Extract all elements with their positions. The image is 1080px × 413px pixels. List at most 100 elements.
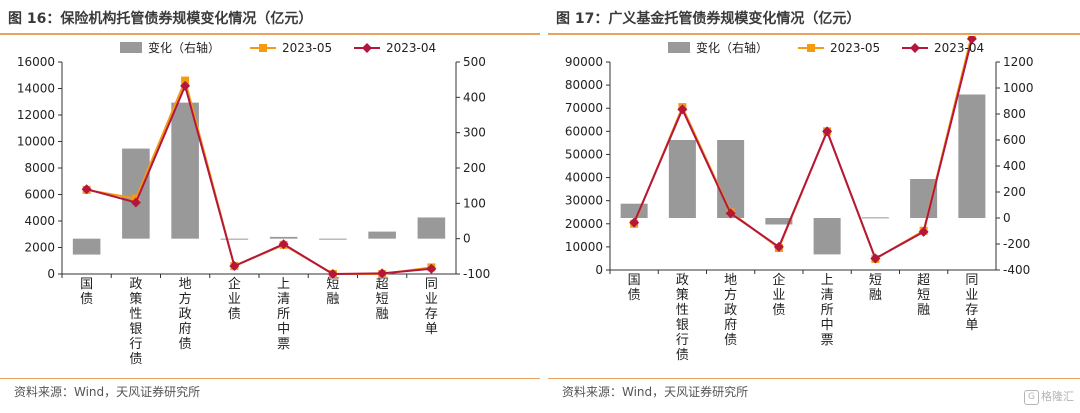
x-category-label: 政策性银行债 (676, 273, 689, 363)
legend-label: 2023-04 (386, 41, 436, 55)
x-category-label: 同业存单 (425, 277, 438, 337)
bar-change (668, 140, 696, 218)
x-category-label: 超短融 (376, 277, 389, 322)
right-tick-label: 600 (1003, 133, 1026, 147)
series-2023-05-marker (181, 76, 190, 85)
bar-change (269, 236, 298, 239)
x-category-label: 短融 (869, 273, 882, 303)
left-tick-label: 4000 (24, 214, 55, 228)
title-rule (0, 33, 540, 35)
right-tick-label: 300 (463, 126, 486, 140)
x-category-label: 上清所中票 (277, 277, 290, 352)
series-2023-04-marker (426, 263, 437, 274)
right-tick-label: 1000 (1003, 81, 1034, 95)
title-rule (548, 33, 1080, 35)
series-2023-04-marker (677, 104, 688, 115)
chart-panel-right: 图 17：广义基金托管债券规模变化情况（亿元） 0 10000 20000 30000… (548, 0, 1080, 413)
x-category-label: 短融 (326, 277, 339, 307)
series-2023-04-marker (966, 36, 977, 44)
left-tick-label: 20000 (565, 217, 603, 231)
series-2023-04-marker (229, 261, 240, 272)
left-tick-label: 30000 (565, 194, 603, 208)
left-tick-label: 80000 (565, 78, 603, 92)
chart-title: 图 16：保险机构托管债券规模变化情况（亿元） (8, 11, 313, 27)
bar-change (958, 94, 986, 218)
left-tick-label: 60000 (565, 124, 603, 138)
right-tick-label: 800 (1003, 107, 1026, 121)
bar-change (368, 231, 396, 239)
left-tick-label: 40000 (565, 171, 603, 185)
series-2023-04-marker (327, 269, 338, 279)
legend-bar-swatch (120, 42, 142, 53)
right-tick-label: 200 (463, 161, 486, 175)
series-2023-04-marker (130, 197, 141, 208)
series-2023-04-marker (81, 184, 92, 195)
watermark: G 格隆汇 (1024, 388, 1074, 405)
series-2023-04-marker (918, 226, 929, 237)
right-tick-label: 0 (1003, 211, 1011, 225)
source-note: 资料来源：Wind，天风证券研究所 (14, 385, 201, 399)
left-tick-label: 70000 (565, 101, 603, 115)
series-2023-04-line (86, 82, 432, 276)
series-2023-04-marker (822, 126, 833, 137)
bar-change (765, 218, 793, 225)
left-tick-label: 0 (47, 267, 55, 281)
legend-label: 变化（右轴） (696, 40, 768, 55)
legend-label: 2023-04 (934, 41, 984, 55)
left-tick-label: 8000 (24, 161, 55, 175)
legend-label: 变化（右轴） (148, 40, 220, 55)
series-2023-04-line (633, 38, 973, 260)
watermark-badge-icon: G (1024, 389, 1039, 405)
left-tick-label: 10000 (565, 240, 603, 254)
x-category-label: 上清所中票 (821, 273, 834, 348)
bar-change (171, 102, 199, 239)
bar-change (861, 217, 889, 219)
bar-change (72, 238, 101, 255)
right-tick-label: 0 (463, 232, 471, 246)
x-category-label: 政策性银行债 (129, 277, 142, 367)
legend-label: 2023-05 (830, 41, 880, 55)
right-tick-label: -200 (1003, 237, 1030, 251)
right-tick-label: 100 (463, 196, 486, 210)
series-2023-04-marker (773, 241, 784, 252)
bar-change (620, 203, 648, 218)
left-tick-label: 16000 (17, 55, 55, 69)
series-2023-04-marker (725, 208, 736, 219)
bar-change (717, 140, 745, 218)
left-tick-label: 2000 (24, 241, 55, 255)
right-tick-label: 400 (463, 90, 486, 104)
chart-panel-left: 图 16：保险机构托管债券规模变化情况（亿元） 0 2000 4000 6000 800… (0, 11, 540, 399)
series-2023-04-marker (629, 217, 640, 228)
right-tick-label: 1200 (1003, 55, 1034, 69)
x-category-label: 国债 (80, 277, 93, 307)
left-tick-label: 0 (595, 263, 603, 277)
bar-change (417, 217, 446, 239)
watermark-text: 格隆汇 (1041, 390, 1074, 403)
x-category-label: 同业存单 (965, 273, 978, 333)
left-tick-label: 90000 (565, 55, 603, 69)
left-tick-label: 10000 (17, 135, 55, 149)
x-category-label: 企业债 (228, 276, 241, 322)
legend-marker-swatch (910, 43, 920, 53)
legend-label: 2023-05 (282, 41, 332, 55)
chart-svg: 0200040006000800010000120001400016000-10… (17, 40, 490, 367)
source-note: 资料来源：Wind，天风证券研究所 (562, 385, 749, 399)
x-category-label: 企业债 (772, 272, 785, 318)
bar-change (122, 148, 150, 239)
chart-title: 图 17：广义基金托管债券规模变化情况（亿元） (556, 11, 861, 27)
series-2023-04-marker (870, 253, 881, 264)
x-category-label: 超短融 (917, 273, 930, 318)
right-tick-label: 200 (1003, 185, 1026, 199)
legend-marker-swatch (259, 44, 267, 52)
legend-marker-swatch (807, 44, 815, 52)
bar-change (910, 179, 938, 218)
left-tick-label: 12000 (17, 108, 55, 122)
series-2023-04-marker (180, 80, 191, 91)
chart-svg: 0100002000030000400005000060000700008000… (565, 36, 1034, 363)
series-2023-04-marker (377, 268, 388, 279)
series-2023-04-marker (278, 239, 289, 250)
bar-change (319, 238, 347, 240)
x-category-label: 地方政府债 (724, 273, 737, 348)
right-tick-label: -100 (463, 267, 490, 281)
left-tick-label: 14000 (17, 82, 55, 96)
